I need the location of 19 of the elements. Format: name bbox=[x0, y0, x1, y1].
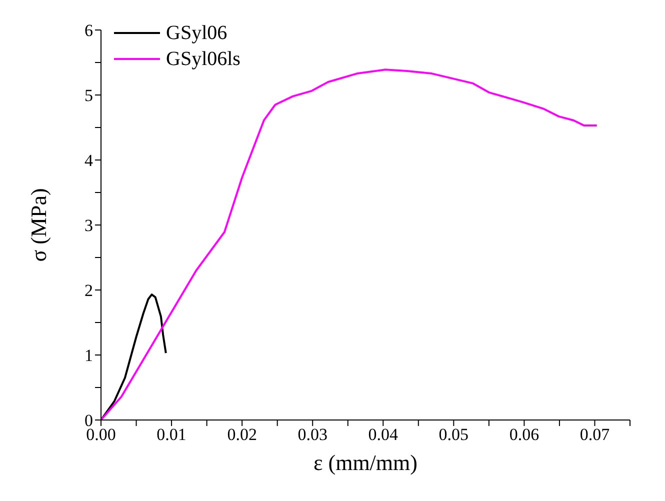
y-tick-label: 4 bbox=[84, 151, 94, 170]
x-tick-label: 0.03 bbox=[298, 425, 328, 444]
legend-label: GSyl06ls bbox=[166, 48, 240, 70]
y-tick-label: 5 bbox=[84, 86, 93, 106]
x-tick-label: 0.00 bbox=[86, 425, 116, 444]
x-tick-label: 0.05 bbox=[438, 425, 469, 444]
y-tick-label: 2 bbox=[84, 281, 93, 300]
y-axis-title: σ (MPa) bbox=[26, 188, 51, 262]
x-tick-label: 0.01 bbox=[156, 425, 186, 444]
y-tick-label: 6 bbox=[84, 21, 93, 40]
legend-label: GSyl06 bbox=[166, 22, 228, 44]
x-tick-label: 0.02 bbox=[227, 425, 257, 444]
x-tick-label: 0.04 bbox=[368, 425, 399, 444]
y-tick-label: 3 bbox=[84, 216, 93, 236]
y-tick-label: 1 bbox=[84, 346, 93, 366]
x-tick-label: 0.07 bbox=[580, 425, 610, 444]
x-axis-title: ε (mm/mm) bbox=[314, 450, 418, 475]
x-tick-label: 0.06 bbox=[509, 425, 540, 444]
line-series bbox=[101, 68, 598, 420]
